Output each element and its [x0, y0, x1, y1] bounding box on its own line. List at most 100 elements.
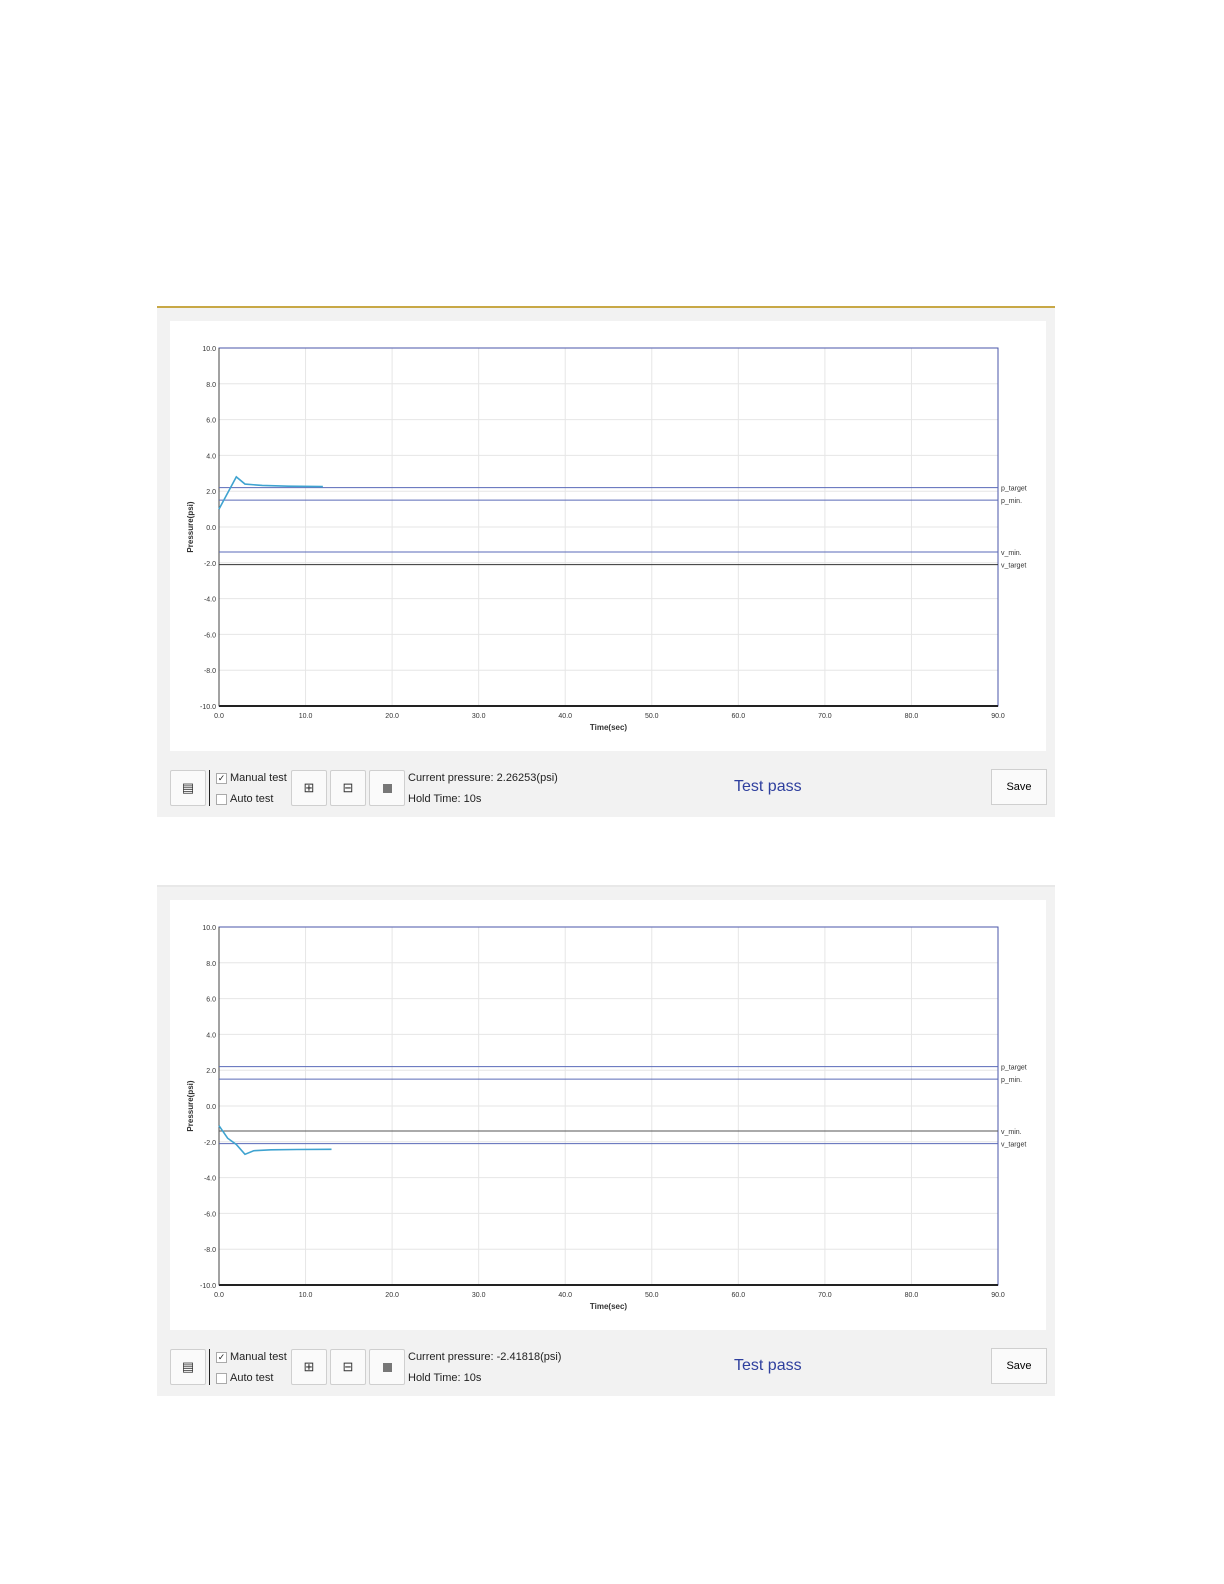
y-tick-label: 8.0: [206, 382, 216, 389]
test-status: Test pass: [734, 1357, 802, 1374]
divider: [209, 1349, 210, 1385]
manual-check-box: ✓: [216, 772, 227, 784]
manual-test-checkbox[interactable]: ✓ Manual test: [216, 1351, 287, 1363]
y-tick-label: 4.0: [206, 1032, 216, 1039]
y-tick-label: 2.0: [206, 489, 216, 496]
stop-icon: [382, 1362, 392, 1372]
auto-test-checkbox[interactable]: Auto test: [216, 1372, 273, 1384]
x-tick-label: 0.0: [214, 1292, 224, 1299]
zoom-in-button[interactable]: ⊞: [291, 1349, 327, 1385]
list-icon: ▤: [181, 780, 195, 795]
current-pressure: Current pressure: -2.41818(psi): [408, 1351, 562, 1363]
x-tick-label: 20.0: [385, 713, 399, 720]
minus-box-icon: ⊟: [342, 1359, 354, 1374]
pressure-chart: 0.0 10.0 20.0 30.0 40.0 50.0 60.0 70.0 80.0 90.0 1…: [186, 346, 1027, 732]
auto-check-box: [216, 793, 227, 805]
ref-label: v_min.: [1001, 550, 1022, 557]
stop-button[interactable]: [369, 1349, 405, 1385]
chart-area: 0.0 10.0 20.0 30.0 40.0 50.0 60.0 70.0 80.0 90.0 1…: [170, 900, 1046, 1330]
zoom-out-button[interactable]: ⊟: [330, 770, 366, 806]
plus-box-icon: ⊞: [303, 1359, 315, 1374]
ref-label: v_min.: [1001, 1129, 1022, 1136]
x-tick-label: 60.0: [732, 1292, 746, 1299]
list-button[interactable]: ▤: [170, 770, 206, 806]
manual-test-label: Manual test: [230, 772, 287, 784]
y-tick-label: 0.0: [206, 1104, 216, 1111]
manual-test-checkbox[interactable]: ✓ Manual test: [216, 772, 287, 784]
chart-area: 0.0 10.0 20.0 30.0 40.0 50.0 60.0 70.0 80.0 90.0 1…: [170, 321, 1046, 751]
toolbar: ▤ ✓ Manual test Auto test ⊞ ⊟ Current pre…: [157, 768, 1055, 818]
stop-button[interactable]: [369, 770, 405, 806]
zoom-out-button[interactable]: ⊟: [330, 1349, 366, 1385]
y-tick-label: 6.0: [206, 997, 216, 1004]
ref-label: p_min.: [1001, 1077, 1022, 1084]
y-tick-label: 10.0: [202, 346, 216, 353]
ref-label: v_target: [1001, 563, 1026, 570]
auto-test-label: Auto test: [230, 1372, 274, 1384]
x-axis-label: Time(sec): [590, 1302, 628, 1311]
x-axis-label: Time(sec): [590, 723, 628, 732]
save-button[interactable]: Save: [991, 1348, 1047, 1384]
y-axis-label: Pressure(psi): [186, 1080, 195, 1131]
x-tick-label: 30.0: [472, 713, 486, 720]
x-tick-label: 80.0: [905, 713, 919, 720]
ref-label: v_target: [1001, 1142, 1026, 1149]
x-tick-label: 90.0: [991, 713, 1005, 720]
y-tick-label: 0.0: [206, 525, 216, 532]
current-pressure: Current pressure: 2.26253(psi): [408, 772, 558, 784]
list-button[interactable]: ▤: [170, 1349, 206, 1385]
auto-check-box: [216, 1372, 227, 1384]
y-tick-label: -4.0: [204, 1176, 216, 1183]
x-tick-label: 10.0: [299, 713, 313, 720]
y-tick-label: -6.0: [204, 632, 216, 639]
y-tick-label: -2.0: [204, 561, 216, 568]
pressure-series: [218, 1125, 332, 1156]
y-tick-label: -4.0: [204, 597, 216, 604]
x-tick-label: 80.0: [905, 1292, 919, 1299]
plus-box-icon: ⊞: [303, 780, 315, 795]
manual-test-label: Manual test: [230, 1351, 287, 1363]
toolbar: ▤ ✓ Manual test Auto test ⊞ ⊟ Current pre…: [157, 1347, 1055, 1397]
y-tick-label: 2.0: [206, 1068, 216, 1075]
y-axis-label: Pressure(psi): [186, 501, 195, 552]
y-tick-label: 10.0: [202, 925, 216, 932]
hold-time: Hold Time: 10s: [408, 793, 482, 805]
test-status: Test pass: [734, 778, 802, 795]
test-panel-2: 0.0 10.0 20.0 30.0 40.0 50.0 60.0 70.0 80.0 90.0 1…: [157, 885, 1055, 1396]
auto-test-label: Auto test: [230, 793, 274, 805]
y-tick-label: -10.0: [200, 1283, 216, 1290]
save-button[interactable]: Save: [991, 769, 1047, 805]
minus-box-icon: ⊟: [342, 780, 354, 795]
y-tick-label: -6.0: [204, 1211, 216, 1218]
y-tick-label: -2.0: [204, 1140, 216, 1147]
x-tick-label: 60.0: [732, 713, 746, 720]
x-tick-label: 40.0: [558, 1292, 572, 1299]
y-tick-label: -8.0: [204, 668, 216, 675]
hold-time: Hold Time: 10s: [408, 1372, 482, 1384]
x-tick-label: 70.0: [818, 1292, 832, 1299]
x-tick-label: 0.0: [214, 713, 224, 720]
auto-test-checkbox[interactable]: Auto test: [216, 793, 273, 805]
x-tick-label: 70.0: [818, 713, 832, 720]
x-tick-label: 90.0: [991, 1292, 1005, 1299]
ref-label: p_target: [1001, 486, 1027, 493]
y-tick-label: -10.0: [200, 704, 216, 711]
pressure-series: [218, 475, 323, 510]
x-tick-label: 30.0: [472, 1292, 486, 1299]
x-tick-label: 50.0: [645, 1292, 659, 1299]
y-tick-label: 8.0: [206, 961, 216, 968]
test-panel-1: 0.0 10.0 20.0 30.0 40.0 50.0 60.0 70.0 80.0 90.0 1…: [157, 306, 1055, 817]
x-tick-label: 50.0: [645, 713, 659, 720]
y-tick-label: 6.0: [206, 418, 216, 425]
y-tick-label: 4.0: [206, 453, 216, 460]
ref-label: p_target: [1001, 1065, 1027, 1072]
y-tick-label: -8.0: [204, 1247, 216, 1254]
pressure-chart: 0.0 10.0 20.0 30.0 40.0 50.0 60.0 70.0 80.0 90.0 1…: [186, 925, 1027, 1311]
x-tick-label: 40.0: [558, 713, 572, 720]
x-tick-label: 20.0: [385, 1292, 399, 1299]
ref-label: p_min.: [1001, 498, 1022, 505]
zoom-in-button[interactable]: ⊞: [291, 770, 327, 806]
stop-icon: [382, 783, 392, 793]
manual-check-box: ✓: [216, 1351, 227, 1363]
list-icon: ▤: [181, 1359, 195, 1374]
